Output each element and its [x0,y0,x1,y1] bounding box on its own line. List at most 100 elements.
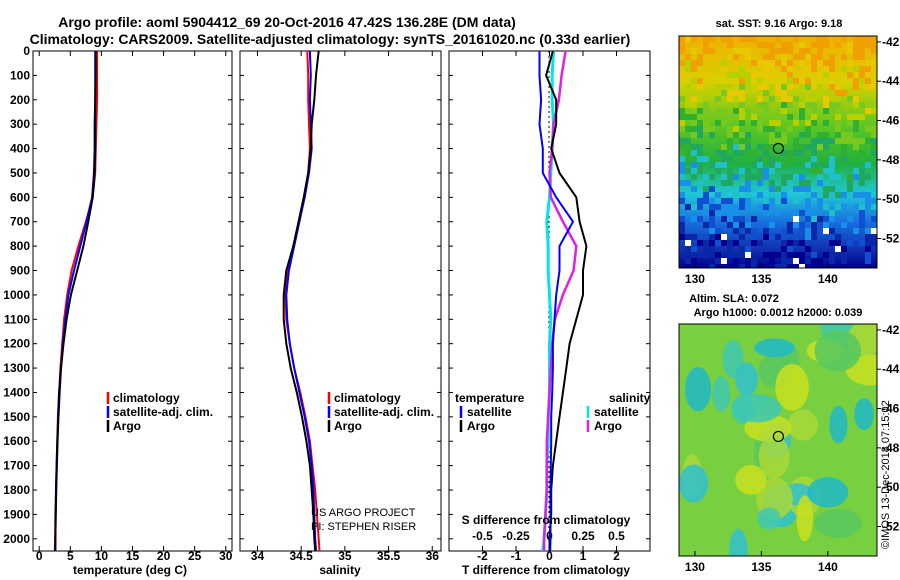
sst-cell [745,54,751,60]
sst-cell [721,120,727,126]
sst-cell [865,228,871,234]
sst-cell [835,174,841,180]
sla-blob [829,405,848,444]
sst-cell [757,90,763,96]
sst-cell [739,84,745,90]
sst-cell [697,108,703,114]
sst-cell [823,228,829,234]
sst-cell [781,180,787,186]
series-argo-line [282,50,320,552]
sst-cell [829,156,835,162]
sst-cell [865,84,871,90]
sst-cell [745,174,751,180]
sst-map-frame [678,35,878,269]
sst-cell [829,228,835,234]
sst-cell [721,84,727,90]
sst-cell [697,240,703,246]
sst-cell [817,42,823,48]
sst-cell [709,246,715,252]
sst-cell [721,192,727,198]
sst-cell [715,162,721,168]
sst-cell [691,96,697,102]
sst-cell [805,258,811,264]
sst-cell [847,180,853,186]
sst-cell [853,66,859,72]
sst-cell [817,48,823,54]
sst-cell [715,264,721,268]
sst-cell [763,228,769,234]
sst-cell [739,198,745,204]
sst-cell [769,222,775,228]
sst-cell [679,168,685,174]
sst-cell [847,114,853,120]
sst-cell [859,240,865,246]
sst-cell [787,102,793,108]
sst-cell [811,168,817,174]
sst-cell [775,210,781,216]
sst-cell [853,138,859,144]
sst-cell [685,54,691,60]
sst-cell [763,144,769,150]
sst-map-title: sat. SST: 9.16 Argo: 9.18 [716,18,843,30]
sst-cell [763,168,769,174]
sst-cell [703,126,709,132]
sst-cell [823,132,829,138]
sst-cell [763,156,769,162]
sst-cell [823,168,829,174]
sst-cell [745,228,751,234]
sst-cell [703,252,709,258]
sst-cell [823,144,829,150]
sst-cell [847,132,853,138]
sst-cell [715,150,721,156]
sst-cell [721,60,727,66]
sst-cell [793,138,799,144]
sst-cell [769,132,775,138]
sst-cell [787,114,793,120]
map-y-tick-label: -46 [882,114,900,128]
salinity-x-axis: 34 34.5 35 35.5 36 [251,51,439,563]
sst-cell [805,192,811,198]
sst-cell [733,204,739,210]
sst-cell [829,174,835,180]
sst-cell [721,234,727,240]
sst-cell [865,138,871,144]
sst-cell [805,162,811,168]
sst-cell [799,186,805,192]
sst-cell [775,198,781,204]
sst-cell [787,84,793,90]
sst-cell [823,222,829,228]
sla-map-frame [678,323,878,557]
sst-cell [871,48,877,54]
sst-cell [865,36,871,42]
sst-cell [835,246,841,252]
sst-cell [721,204,727,210]
sst-cell [817,144,823,150]
sst-cell [793,120,799,126]
sst-cell [859,180,865,186]
sst-cell [769,234,775,240]
sst-cell [823,180,829,186]
sst-cell [829,252,835,258]
sst-cell [685,102,691,108]
sst-cell [853,174,859,180]
sst-cell [793,216,799,222]
sst-cell [811,162,817,168]
sst-cell [763,60,769,66]
sst-cell [829,258,835,264]
sst-cell [757,102,763,108]
sst-cell [805,216,811,222]
sst-cell [691,132,697,138]
sst-cell [829,192,835,198]
sst-cell [727,186,733,192]
sst-cell [697,132,703,138]
salinity-plot-frame [239,50,442,552]
map-y-tick-label: -50 [882,192,900,206]
legend-climatology-label: climatology [113,391,180,405]
sst-cell [853,84,859,90]
sst-cell [835,126,841,132]
sst-cell [703,102,709,108]
sst-cell [811,60,817,66]
sst-cell [853,156,859,162]
sst-cell [709,162,715,168]
sst-cell [679,72,685,78]
